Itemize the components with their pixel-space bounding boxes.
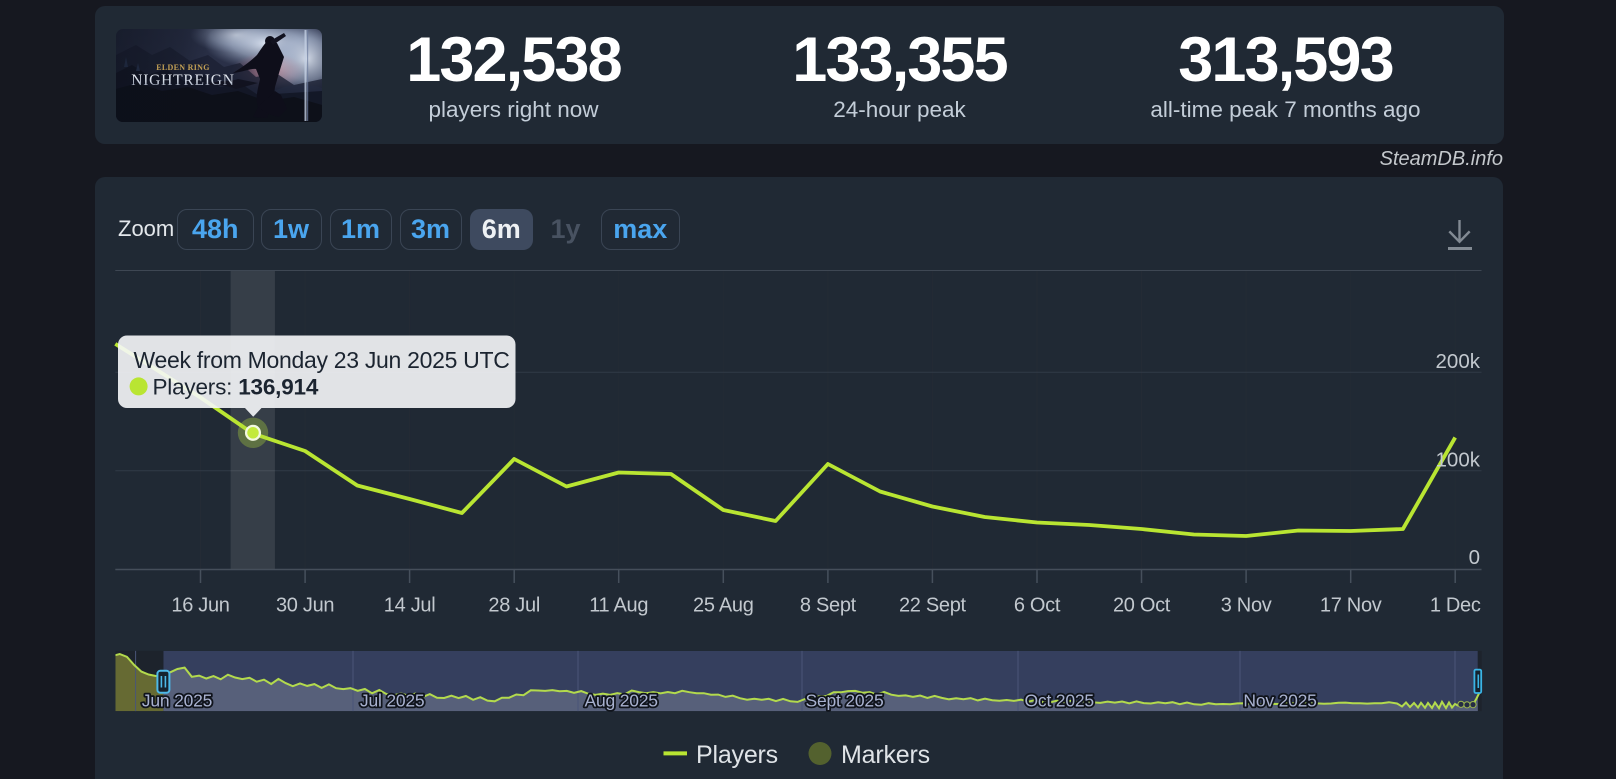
svg-text:100k: 100k bbox=[1436, 449, 1481, 472]
svg-text:8 Sept: 8 Sept bbox=[800, 595, 857, 617]
svg-text:1 Dec: 1 Dec bbox=[1430, 595, 1481, 617]
svg-text:28 Jul: 28 Jul bbox=[488, 595, 540, 617]
svg-text:6 Oct: 6 Oct bbox=[1014, 595, 1061, 617]
svg-text:Jul 2025: Jul 2025 bbox=[360, 691, 425, 711]
svg-text:11 Aug: 11 Aug bbox=[589, 595, 648, 617]
svg-text:0: 0 bbox=[1469, 546, 1480, 569]
svg-text:Jun 2025: Jun 2025 bbox=[142, 691, 212, 711]
svg-text:Markers: Markers bbox=[841, 741, 930, 769]
svg-text:25 Aug: 25 Aug bbox=[693, 595, 754, 617]
svg-text:14 Jul: 14 Jul bbox=[384, 595, 436, 617]
svg-text:Oct 2025: Oct 2025 bbox=[1025, 691, 1094, 711]
svg-text:30 Jun: 30 Jun bbox=[276, 595, 334, 617]
svg-text:22 Sept: 22 Sept bbox=[899, 595, 967, 617]
svg-text:17 Nov: 17 Nov bbox=[1320, 595, 1382, 617]
svg-text:Players: 136,914: Players: 136,914 bbox=[153, 375, 319, 400]
svg-text:Aug 2025: Aug 2025 bbox=[585, 691, 658, 711]
svg-text:Players: Players bbox=[696, 741, 778, 769]
svg-text:20 Oct: 20 Oct bbox=[1113, 595, 1171, 617]
svg-text:Nov 2025: Nov 2025 bbox=[1243, 691, 1316, 711]
svg-text:NIGHTREIGN: NIGHTREIGN bbox=[131, 72, 235, 89]
svg-text:ELDEN RING: ELDEN RING bbox=[156, 63, 209, 72]
svg-text:Week from Monday 23 Jun 2025 U: Week from Monday 23 Jun 2025 UTC bbox=[134, 347, 510, 373]
svg-text:3 Nov: 3 Nov bbox=[1221, 595, 1272, 617]
svg-text:16 Jun: 16 Jun bbox=[171, 595, 229, 617]
svg-text:Sept 2025: Sept 2025 bbox=[806, 691, 884, 711]
svg-text:200k: 200k bbox=[1436, 350, 1481, 373]
